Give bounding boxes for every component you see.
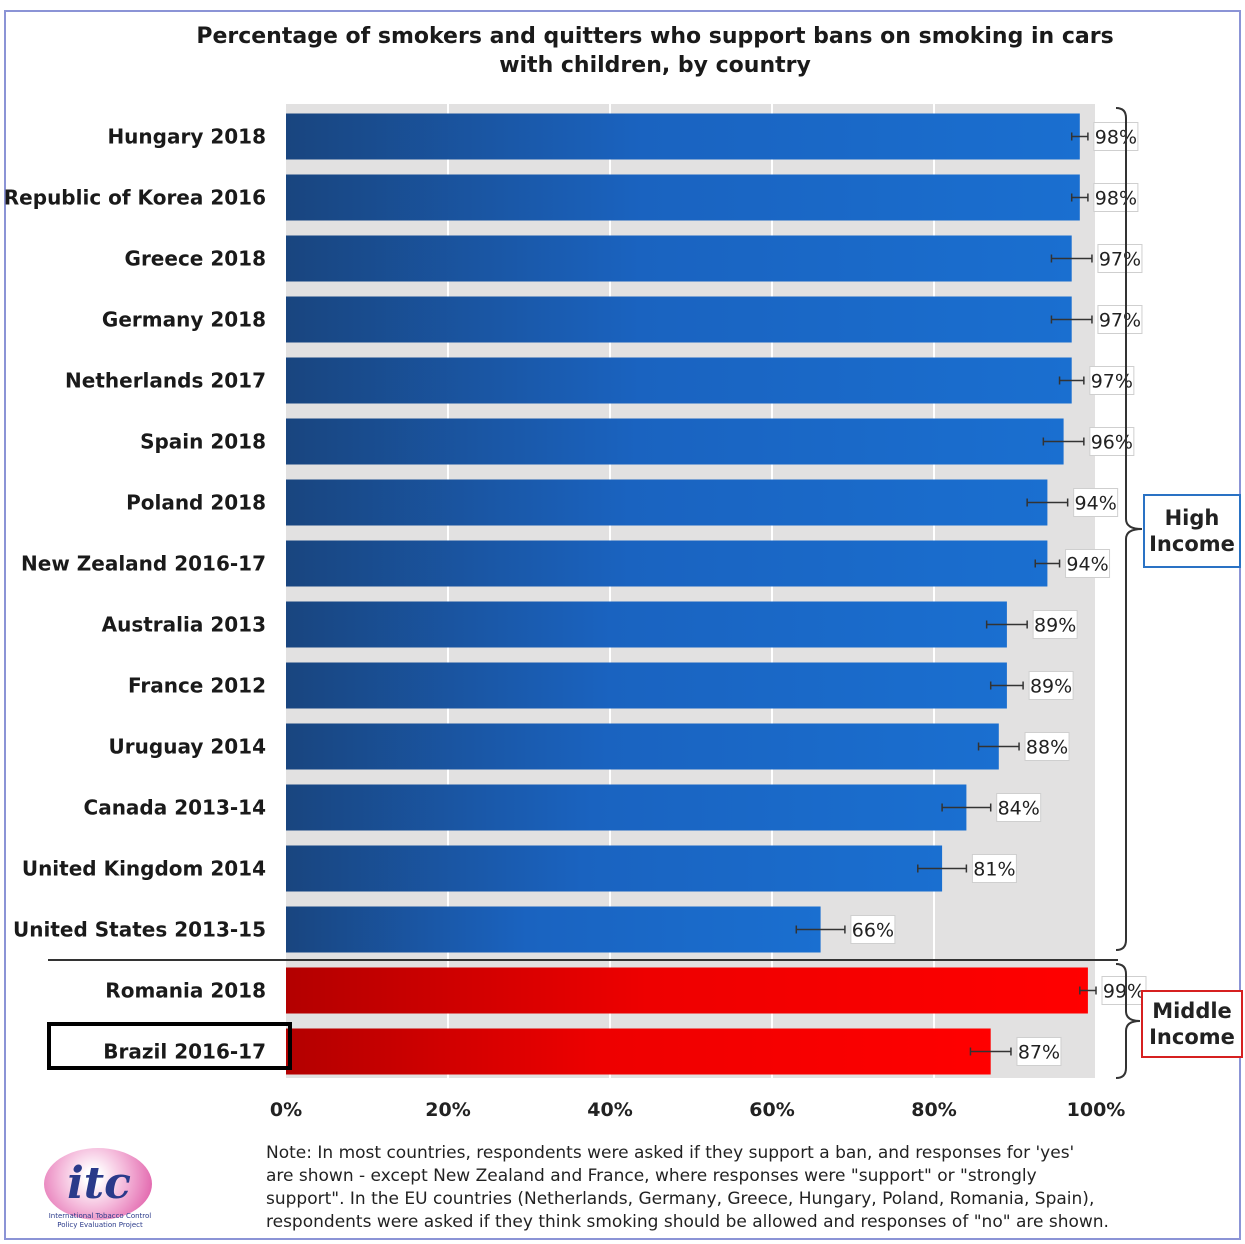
data-label-box bbox=[996, 793, 1042, 822]
group-label-line: Income bbox=[1149, 1025, 1235, 1049]
bar bbox=[286, 906, 821, 953]
data-label-box bbox=[1024, 732, 1070, 761]
data-label: 84% bbox=[998, 798, 1040, 820]
bar bbox=[286, 723, 999, 770]
chart-title-line-2: with children, by country bbox=[499, 53, 811, 78]
data-label: 97% bbox=[1099, 310, 1141, 332]
category-label: Canada 2013-14 bbox=[84, 796, 266, 820]
note-text: Note: In most countries, respondents wer… bbox=[266, 1142, 1166, 1234]
chart-title-line-1: Percentage of smokers and quitters who s… bbox=[196, 24, 1114, 49]
category-label: United Kingdom 2014 bbox=[22, 857, 266, 881]
data-label: 96% bbox=[1091, 432, 1133, 454]
data-label: 97% bbox=[1099, 249, 1141, 271]
data-label-box bbox=[850, 915, 896, 944]
data-label-box bbox=[1032, 610, 1078, 639]
logo-subtitle-line: Policy Evaluation Project bbox=[57, 1221, 143, 1229]
x-tick-label: 100% bbox=[1067, 1099, 1126, 1121]
logo-subtitle: International Tobacco Control Policy Eva… bbox=[40, 1212, 160, 1230]
group-label-line: Middle bbox=[1152, 999, 1232, 1023]
bar bbox=[286, 601, 1007, 648]
data-label: 87% bbox=[1018, 1042, 1060, 1064]
data-label: 94% bbox=[1066, 554, 1108, 576]
x-tick-label: 60% bbox=[749, 1099, 794, 1121]
data-label: 88% bbox=[1026, 737, 1068, 759]
data-label-box bbox=[1065, 549, 1111, 578]
group-label-line: High bbox=[1164, 506, 1220, 530]
logo-subtitle-line: International Tobacco Control bbox=[48, 1212, 152, 1220]
data-label: 89% bbox=[1030, 676, 1072, 698]
bar bbox=[286, 1028, 991, 1075]
bar bbox=[286, 540, 1048, 587]
category-label: Romania 2018 bbox=[105, 979, 266, 1003]
data-label-box bbox=[1093, 183, 1139, 212]
category-label: United States 2013-15 bbox=[13, 918, 266, 942]
data-label-box bbox=[1097, 244, 1143, 273]
data-label: 99% bbox=[1103, 981, 1145, 1003]
itc-logo: itc International Tobacco Control Policy… bbox=[40, 1148, 160, 1236]
x-tick-label: 40% bbox=[587, 1099, 632, 1121]
data-label: 98% bbox=[1095, 127, 1137, 149]
category-label: Hungary 2018 bbox=[107, 125, 266, 149]
bar bbox=[286, 296, 1072, 343]
bar bbox=[286, 418, 1064, 465]
high-income-label: High Income bbox=[1143, 494, 1241, 568]
category-label: Australia 2013 bbox=[102, 613, 266, 637]
category-label: France 2012 bbox=[128, 674, 266, 698]
data-label-box bbox=[971, 854, 1017, 883]
figure-frame bbox=[4, 10, 1241, 1240]
data-label: 98% bbox=[1095, 188, 1137, 210]
category-label: Netherlands 2017 bbox=[65, 369, 266, 393]
data-label-box bbox=[1097, 305, 1143, 334]
category-label: Poland 2018 bbox=[126, 491, 266, 515]
category-label: Republic of Korea 2016 bbox=[4, 186, 266, 210]
data-label: 66% bbox=[852, 920, 894, 942]
chart-title: Percentage of smokers and quitters who s… bbox=[160, 22, 1150, 80]
bar bbox=[286, 357, 1072, 404]
group-label-line: Income bbox=[1149, 532, 1235, 556]
bar bbox=[286, 967, 1088, 1014]
note-line: respondents were asked if they think smo… bbox=[266, 1212, 1109, 1232]
logo-circle bbox=[44, 1148, 152, 1220]
note-line: Note: In most countries, respondents wer… bbox=[266, 1143, 1075, 1163]
data-label: 97% bbox=[1091, 371, 1133, 393]
data-label: 89% bbox=[1034, 615, 1076, 637]
middle-income-label: Middle Income bbox=[1141, 990, 1243, 1058]
category-label: New Zealand 2016-17 bbox=[21, 552, 266, 576]
bar bbox=[286, 845, 943, 892]
bar bbox=[286, 174, 1080, 221]
category-label: Germany 2018 bbox=[102, 308, 266, 332]
note-line: are shown - except New Zealand and Franc… bbox=[266, 1166, 1037, 1186]
note-line: support". In the EU countries (Netherlan… bbox=[266, 1189, 1095, 1209]
bar bbox=[286, 662, 1007, 709]
x-tick-label: 80% bbox=[911, 1099, 956, 1121]
category-label: Uruguay 2014 bbox=[109, 735, 266, 759]
category-label: Brazil 2016-17 bbox=[103, 1040, 266, 1064]
group-brace bbox=[1115, 107, 1143, 951]
category-label: Spain 2018 bbox=[140, 430, 266, 454]
bar bbox=[286, 479, 1048, 526]
highlight-box bbox=[47, 1022, 292, 1070]
logo-text: itc bbox=[67, 1158, 131, 1209]
data-label-box bbox=[1093, 122, 1139, 151]
x-tick-label: 0% bbox=[270, 1099, 302, 1121]
bar bbox=[286, 235, 1072, 282]
data-label-box bbox=[1073, 488, 1119, 517]
x-tick-label: 20% bbox=[425, 1099, 470, 1121]
data-label: 94% bbox=[1075, 493, 1117, 515]
bar bbox=[286, 113, 1080, 160]
category-label: Greece 2018 bbox=[125, 247, 266, 271]
data-label-box bbox=[1016, 1037, 1062, 1066]
data-label: 81% bbox=[973, 859, 1015, 881]
data-label-box bbox=[1028, 671, 1074, 700]
bar bbox=[286, 784, 967, 831]
group-brace bbox=[1115, 963, 1141, 1079]
